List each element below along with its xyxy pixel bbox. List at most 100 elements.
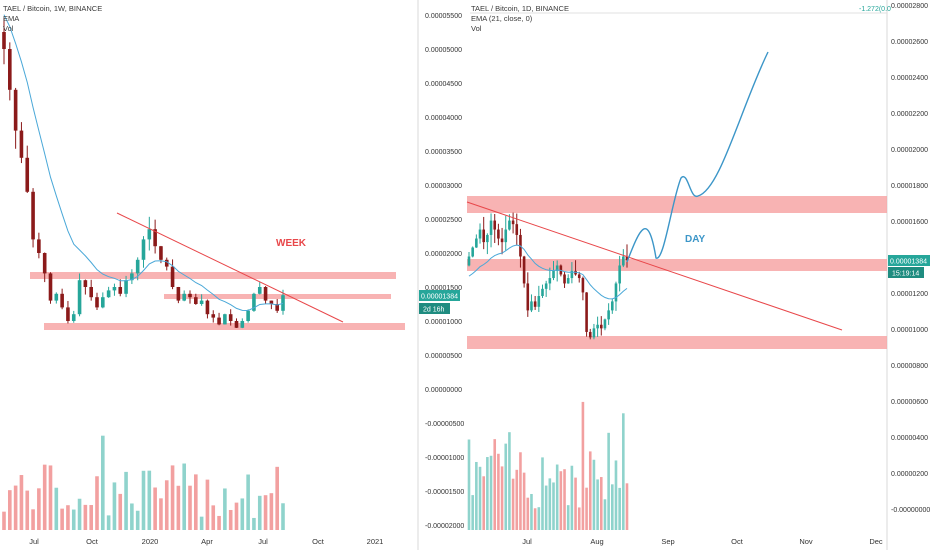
right-y-tick-label: 0.00001000 [891,327,928,334]
right-support-zone [467,259,887,271]
left-volume-bar [211,505,216,530]
left-countdown-tag: 2d 16h [423,307,445,314]
left-candle-body [95,297,99,308]
right-projection-path [626,51,769,263]
right-volume-bar [515,469,519,530]
left-volume-bar [188,485,192,530]
left-volume-bar [281,503,285,530]
left-x-tick-label: Apr [201,537,213,546]
right-volume-bar [618,487,621,530]
right-candle-body [622,256,625,266]
right-candle-body [478,229,482,239]
left-volume-bar [234,502,239,530]
left-volume-bar [246,474,250,530]
right-y-tick-label: 0.00001800 [891,183,928,190]
left-support-zone [44,323,405,330]
right-candle-body [526,283,530,311]
right-candle-body [522,256,526,284]
right-volume-bar [526,497,530,530]
left-candle-body [37,239,41,253]
right-volume-bar [537,507,541,530]
right-volume-bar [611,484,614,530]
left-y-tick-label: 0.00001000 [425,319,462,326]
left-y-tick-label: 0.00004000 [425,115,462,122]
left-candle-body [130,273,134,281]
left-trend-line [116,212,344,323]
left-candle-body [25,157,30,192]
right-vol-label[interactable]: Vol [471,24,482,33]
right-candle-body [618,265,621,284]
left-symbol-title[interactable]: TAEL / Bitcoin, 1W, BINANCE [3,4,103,13]
left-volume-bar [8,490,12,530]
left-volume-bar [159,498,163,530]
right-symbol-title[interactable]: TAEL / Bitcoin, 1D, BINANCE [471,4,569,13]
left-volume-bar [2,511,6,530]
left-y-tick-label: 0.00003500 [425,149,462,156]
right-candle-body [482,229,485,243]
left-volume-bar [170,465,175,530]
left-x-tick-label: Jul [258,537,268,546]
right-y-tick-label: -0.00000000 [891,507,930,514]
right-volume-bar [596,479,599,530]
right-volume-bar [471,495,474,530]
left-candle-body [101,297,105,308]
right-y-tick-label: 0.00000800 [891,363,928,370]
left-price-tag: 0.00001384 [421,294,458,301]
left-vol-label[interactable]: Vol [3,24,14,33]
left-volume-bar [130,503,134,530]
left-volume-bar [19,475,24,530]
left-y-tick-label: 0.00000500 [425,353,462,360]
left-candle-body [54,293,59,301]
left-y-tick-label: 0.00002500 [425,217,462,224]
left-volume-bar [228,509,233,530]
right-ema-line [468,244,628,300]
right-volume-bar [500,466,504,530]
left-volume-bar [77,498,82,530]
left-volume-bar [112,482,117,530]
left-y-tick-label: -0.00002000 [425,523,464,530]
left-chart[interactable]: 0.00005500 0.00005000 0.00004500 0.00004000… [2,0,464,550]
left-candle-body [153,229,157,247]
right-volume-bar [541,457,544,530]
left-volume-bar [54,487,59,530]
right-volume-bar [570,465,574,530]
right-volume-bar [482,476,485,530]
right-volume-bar [599,477,603,530]
left-candle-body [240,321,245,328]
right-ema-label[interactable]: EMA (21, close, 0) [471,14,533,23]
right-candle-body [544,283,548,289]
left-volume-bar [263,495,268,530]
left-volume-bar [199,516,204,530]
right-y-tick-label: 0.00002600 [891,39,928,46]
left-y-tick-label: 0.00002000 [425,251,462,258]
left-volume-bar [182,463,186,530]
right-candle-body [548,278,552,284]
left-y-tick-label: 0.00001500 [425,285,462,292]
left-volume-bar [89,505,93,530]
left-volume-bar [60,508,64,530]
right-volume-bar [559,471,563,530]
left-candle-body [66,307,70,321]
left-candle-body [170,266,175,287]
right-x-tick-label: Nov [799,537,813,546]
right-countdown-tag: 15:19:14 [892,271,919,278]
left-candle-body [281,295,285,311]
left-candle-body [252,293,256,311]
left-volume-bar [223,488,227,530]
left-ema-label[interactable]: EMA [3,14,20,23]
right-candle-body [563,274,566,284]
left-volume-bar [101,435,105,530]
left-volume-bar [194,474,198,530]
right-chart[interactable]: 0.00002800 0.00002600 0.00002400 0.00002200… [466,0,930,550]
left-candle-body [8,49,12,90]
right-x-tick-label: Jul [522,537,532,546]
left-y-tick-label: 0.00005000 [425,47,462,54]
left-countdown-bg [419,303,450,314]
left-candle-body [257,287,262,294]
left-volume-bar [252,517,256,530]
left-candle-body [147,229,152,240]
right-x-tick-label: Aug [590,537,603,546]
left-candle-body [42,253,47,274]
right-volume-bar [504,443,508,530]
